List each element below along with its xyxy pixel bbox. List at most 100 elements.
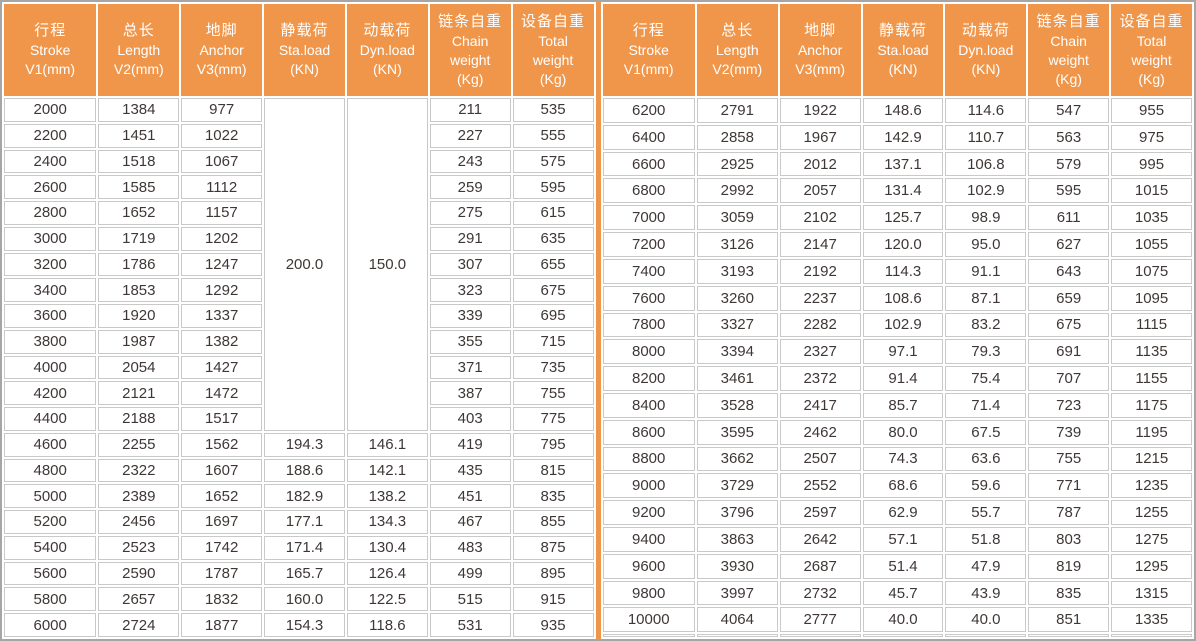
table-cell: 1022 — [181, 123, 263, 148]
table-cell: 1652 — [181, 484, 263, 508]
header-label-cn: 设备自重 — [1119, 12, 1184, 30]
table-cell: 3796 — [696, 500, 778, 525]
table-cell: 1055 — [1111, 232, 1192, 257]
table-cell: 7000 — [602, 205, 695, 231]
table-cell: 114.6 — [945, 98, 1027, 123]
table-cell: 2791 — [696, 98, 778, 123]
table-row: 2600 1585 1112 259 595 — [4, 175, 594, 199]
table-row: 8600 3595 2462 80.0 67.5 739 1195 — [602, 419, 1192, 445]
header-label-cn: 总长 — [721, 22, 754, 39]
table-cell: 1292 — [181, 278, 263, 302]
table-cell: 259 — [429, 175, 511, 199]
header-label-en: (KN) — [971, 61, 1001, 77]
table-cell: 1295 — [1111, 553, 1192, 579]
table-cell: 1451 — [98, 123, 180, 148]
header-label-en: (Kg) — [1055, 70, 1082, 87]
table-row: 8800 3662 2507 74.3 63.6 755 1215 — [602, 446, 1192, 472]
table-cell: 47.9 — [945, 553, 1027, 579]
table-cell: 4600 — [4, 432, 97, 457]
table-cell: 2327 — [779, 339, 861, 365]
table-cell: 87.1 — [945, 285, 1027, 311]
table-cell: 9600 — [602, 553, 695, 579]
table-cell: 2147 — [779, 232, 861, 257]
table-cell: 68.6 — [862, 473, 944, 499]
table-row: 5400 2523 1742 171.4 130.4 483 875 — [4, 535, 594, 560]
table-cell: 2687 — [779, 553, 861, 579]
table-cell: 2000 — [4, 98, 97, 122]
table-cell: 3662 — [696, 446, 778, 472]
table-cell: 2389 — [98, 484, 180, 508]
table-cell: 9800 — [602, 580, 695, 606]
table-cell — [1111, 634, 1192, 637]
table-cell: 915 — [512, 587, 594, 611]
header-label-cn: 链条自重 — [1036, 12, 1101, 30]
table-cell: 1275 — [1111, 527, 1192, 552]
column-header-left-4: 动载荷 Dyn.load (KN) — [346, 4, 428, 96]
table-row: 6400 2858 1967 142.9 110.7 563 975 — [602, 124, 1192, 150]
table-cell — [945, 634, 1027, 637]
table-cell: 2456 — [98, 510, 180, 534]
table-cell: 40.0 — [862, 607, 944, 633]
table-cell: 4400 — [4, 407, 97, 431]
header-row: 行程 Stroke V1(mm) 总长 Length V2(mm) 地脚 Anchor V3(m… — [602, 4, 1192, 96]
table-cell: 5600 — [4, 561, 97, 586]
table-cell: 403 — [429, 407, 511, 431]
table-cell: 635 — [512, 226, 594, 251]
header-label-cn: 静载荷 — [280, 22, 329, 39]
table-cell: 1607 — [181, 458, 263, 483]
table-cell: 57.1 — [862, 527, 944, 552]
table-cell: 2800 — [4, 201, 97, 225]
table-cell: 1035 — [1111, 205, 1192, 231]
table-cell: 1235 — [1111, 473, 1192, 499]
table-cell: 6000 — [4, 613, 97, 637]
table-row: 8400 3528 2417 85.7 71.4 723 1175 — [602, 392, 1192, 418]
table-cell: 1987 — [98, 329, 180, 354]
table-cell: 3461 — [696, 366, 778, 391]
header-label-en: (Kg) — [539, 70, 567, 87]
table-cell: 771 — [1028, 473, 1110, 499]
spec-table-left-half: 行程 Stroke V1(mm) 总长 Length V2(mm) 地脚 Anchor V3(m… — [2, 2, 596, 639]
table-cell: 194.3 — [264, 432, 345, 457]
header-label-en: Stroke — [29, 42, 71, 58]
table-cell: 875 — [512, 535, 594, 560]
table-cell: 2237 — [779, 285, 861, 311]
header-label-en: (KN) — [888, 61, 918, 77]
table-cell: 148.6 — [862, 98, 944, 123]
header-label-en: Length — [117, 42, 161, 58]
table-cell: 2590 — [98, 561, 180, 586]
table-cell: 275 — [429, 201, 511, 225]
table-cell: 3528 — [696, 392, 778, 418]
table-cell: 483 — [429, 535, 511, 560]
table-cell: 160.0 — [264, 587, 345, 611]
table-cell: 211 — [429, 98, 511, 122]
table-cell: 177.1 — [264, 510, 345, 534]
header-label-en: Stroke — [628, 42, 669, 58]
table-cell: 955 — [1111, 98, 1192, 123]
table-row: 7800 3327 2282 102.9 83.2 675 1115 — [602, 312, 1192, 338]
table-cell: 138.2 — [346, 484, 428, 508]
table-cell: 83.2 — [945, 312, 1027, 338]
table-cell: 547 — [1028, 98, 1110, 123]
table-cell: 4064 — [696, 607, 778, 633]
table-cell: 675 — [512, 278, 594, 302]
table-cell — [779, 634, 861, 637]
table-cell: 8400 — [602, 392, 695, 418]
column-header-left-5: 链条自重 Chain weight (Kg) — [429, 4, 511, 96]
header-label-en: Dyn.load — [359, 42, 415, 58]
table-cell: 3930 — [696, 553, 778, 579]
table-row: 9600 3930 2687 51.4 47.9 819 1295 — [602, 553, 1192, 579]
table-cell: 775 — [512, 407, 594, 431]
right-table-header: 行程 Stroke V1(mm) 总长 Length V2(mm) 地脚 Anchor V3(m… — [602, 4, 1192, 96]
header-label-en: Sta.load — [278, 42, 331, 58]
table-row — [602, 634, 1192, 637]
header-label-en: V2(mm) — [113, 61, 164, 77]
table-cell: 975 — [1111, 124, 1192, 150]
table-cell: 1067 — [181, 149, 263, 174]
table-cell: 1472 — [181, 381, 263, 405]
header-label-en: Chain — [1050, 32, 1087, 49]
table-cell: 2255 — [98, 432, 180, 457]
table-cell: 1427 — [181, 355, 263, 380]
table-cell: 3863 — [696, 527, 778, 552]
header-label-en: Total — [538, 32, 568, 49]
table-cell: 80.0 — [862, 419, 944, 445]
